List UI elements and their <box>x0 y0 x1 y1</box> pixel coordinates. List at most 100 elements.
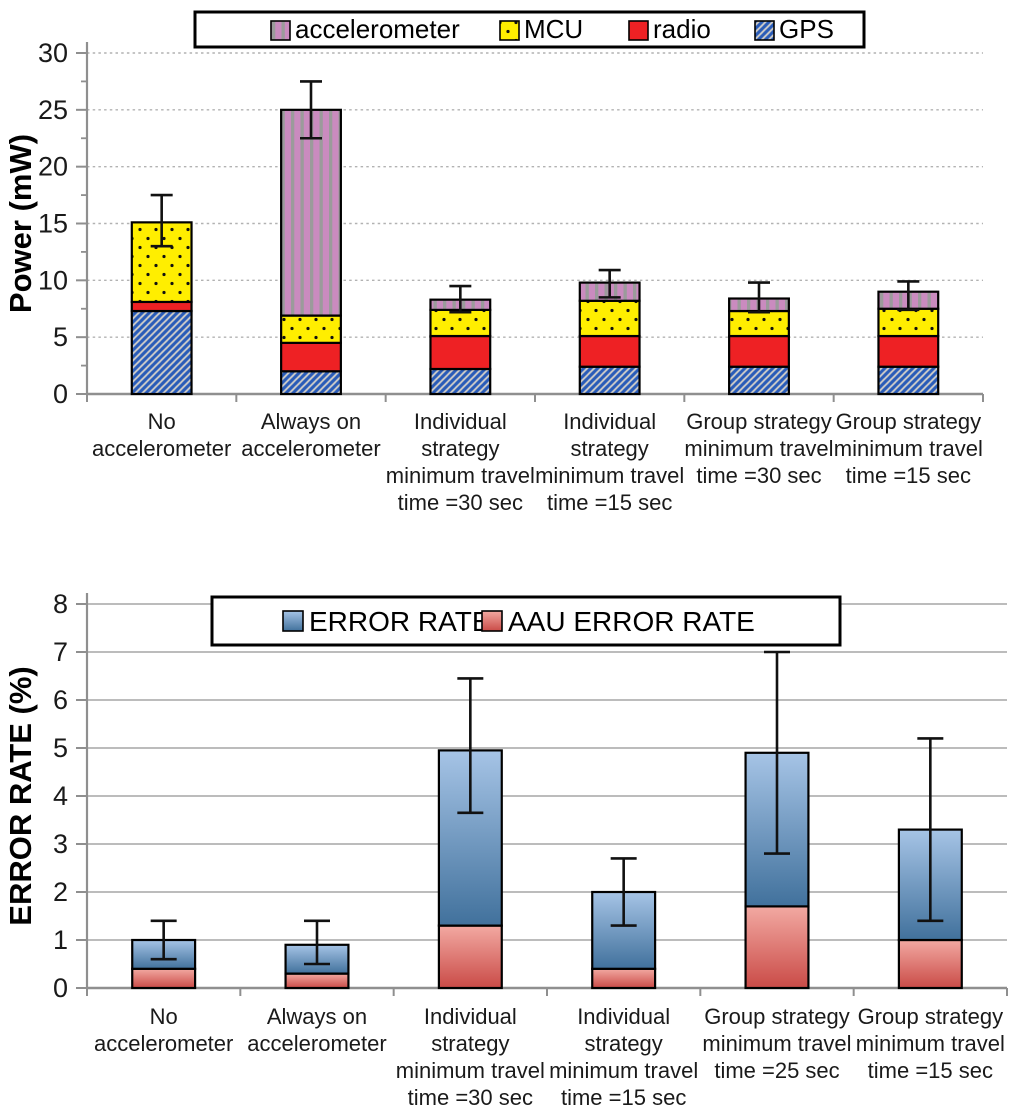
x-category-label: minimum travel <box>386 463 535 488</box>
legend-box <box>193 10 866 49</box>
x-category-label: accelerometer <box>241 436 380 461</box>
x-category-label: time =30 sec <box>696 463 821 488</box>
bar-segment-mcu <box>280 314 342 344</box>
legend-label: ERROR RATE <box>309 606 491 637</box>
y-axis-title: Power (mW) <box>3 134 38 313</box>
error-bar <box>897 280 920 312</box>
x-category-label: strategy <box>585 1031 663 1056</box>
x-category-label: minimum travel <box>702 1031 851 1056</box>
x-category-label: strategy <box>431 1031 509 1056</box>
x-category-label: Individual <box>414 409 507 434</box>
x-category-label: Group strategy <box>704 1004 850 1029</box>
y-tick-label: 3 <box>53 829 68 859</box>
legend: accelerometer MCU radio GPS <box>193 10 866 49</box>
x-category-label: No <box>148 409 176 434</box>
y-axis-title: ERROR RATE (%) <box>3 666 38 925</box>
error-bar <box>304 919 330 966</box>
error-bar <box>457 677 484 815</box>
bar-segment-gps <box>429 367 492 396</box>
bar-segment-gps <box>877 365 940 396</box>
bar-segment-mcu <box>877 307 940 338</box>
x-category-label: strategy <box>571 436 649 461</box>
x-category-label: Group strategy <box>836 409 982 434</box>
bar-segment-aau-error-rate <box>131 967 197 990</box>
y-tick-label: 0 <box>53 973 68 1003</box>
bar-segment-aau-error-rate <box>437 924 503 990</box>
bar-segment-mcu <box>429 308 492 338</box>
y-tick-label: 30 <box>38 38 68 68</box>
error-bar <box>748 281 770 314</box>
y-tick-label: 4 <box>53 781 68 811</box>
bar-segment-radio <box>877 334 940 368</box>
error-bar <box>150 919 177 961</box>
bar-segment-mcu <box>578 299 641 338</box>
error-bar <box>449 284 472 314</box>
x-category-label: minimum travel <box>684 436 833 461</box>
x-category-label: No <box>150 1004 178 1029</box>
y-tick-label: 15 <box>38 209 68 239</box>
error-bar <box>150 193 173 248</box>
x-category-label: Always on <box>261 409 361 434</box>
legend-label: AAU ERROR RATE <box>508 606 755 637</box>
bar-segment-gps <box>130 309 193 396</box>
error-bar <box>598 268 621 299</box>
legend-box <box>210 595 842 647</box>
legend-swatch-aau-error-rate <box>481 610 503 632</box>
y-tick-label: 1 <box>53 925 68 955</box>
y-tick-label: 6 <box>53 685 68 715</box>
bar-segment-aau-error-rate <box>897 938 963 990</box>
legend-swatch-mcu <box>499 20 520 41</box>
x-category-label: time =25 sec <box>714 1058 839 1083</box>
y-tick-label: 25 <box>38 95 68 125</box>
bar-segment-gps <box>728 365 790 396</box>
y-tick-label: 2 <box>53 877 68 907</box>
bar-segment-accelerometer <box>280 108 342 317</box>
x-category-label: minimum travel <box>834 436 983 461</box>
x-category-label: minimum travel <box>856 1031 1005 1056</box>
legend-swatch-accelerometer <box>270 20 291 41</box>
x-category-label: accelerometer <box>92 436 231 461</box>
error-bar <box>917 737 944 923</box>
x-category-label: accelerometer <box>247 1031 386 1056</box>
x-category-label: time =15 sec <box>868 1058 993 1083</box>
error-bar <box>300 80 322 140</box>
x-category-label: minimum travel <box>535 463 684 488</box>
y-tick-label: 5 <box>53 322 68 352</box>
x-category-label: minimum travel <box>549 1058 698 1083</box>
legend: ERROR RATE AAU ERROR RATE <box>210 595 842 647</box>
bar-segment-gps <box>578 365 641 396</box>
bar-segment-aau-error-rate <box>284 972 350 990</box>
x-category-label: time =15 sec <box>547 490 672 515</box>
x-category-label: minimum travel <box>396 1058 545 1083</box>
x-category-label: Individual <box>563 409 656 434</box>
bar-segment-radio <box>130 300 193 313</box>
y-tick-label: 10 <box>38 265 68 295</box>
bar-segment-radio <box>578 334 641 368</box>
x-category-label: time =30 sec <box>398 490 523 515</box>
bar-segment-radio <box>429 334 492 371</box>
x-category-label: time =15 sec <box>561 1085 686 1110</box>
y-tick-label: 20 <box>38 152 68 182</box>
y-tick-label: 8 <box>53 589 68 619</box>
bar-segment-aau-error-rate <box>591 967 657 990</box>
bar-segment-gps <box>280 370 342 396</box>
x-category-label: Individual <box>424 1004 517 1029</box>
legend-swatch-gps <box>754 20 775 41</box>
legend-label: GPS <box>779 14 834 44</box>
x-category-label: Group strategy <box>858 1004 1004 1029</box>
bar-segment-mcu <box>728 309 790 338</box>
x-category-label: strategy <box>421 436 499 461</box>
x-category-label: Individual <box>577 1004 670 1029</box>
x-category-label: time =30 sec <box>408 1085 533 1110</box>
legend-label: MCU <box>524 14 583 44</box>
x-category-label: accelerometer <box>94 1031 233 1056</box>
bar-segment-radio <box>280 341 342 373</box>
error-bar <box>764 650 790 855</box>
bar-segment-radio <box>728 334 790 368</box>
x-category-label: Group strategy <box>686 409 832 434</box>
x-category-label: time =15 sec <box>846 463 971 488</box>
